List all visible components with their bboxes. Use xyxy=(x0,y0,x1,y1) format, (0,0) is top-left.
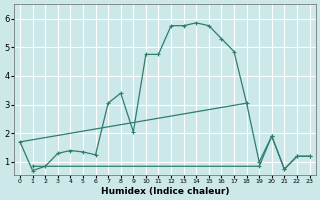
X-axis label: Humidex (Indice chaleur): Humidex (Indice chaleur) xyxy=(100,187,229,196)
